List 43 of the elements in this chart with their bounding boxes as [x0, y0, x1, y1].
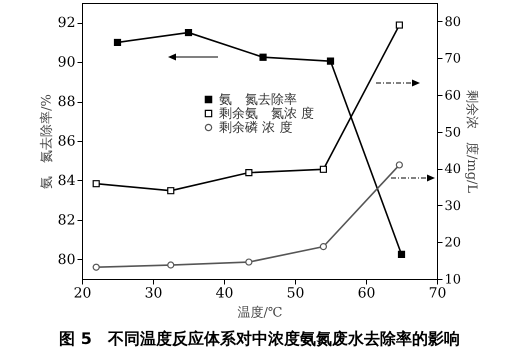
point — [245, 169, 252, 176]
point — [114, 38, 122, 46]
y2-tick-label: 50 — [444, 125, 462, 140]
point — [320, 166, 327, 173]
y-tick-label: 90 — [58, 54, 76, 71]
x-axis-title: 温度/℃ — [238, 304, 282, 320]
x-tick-label: 40 — [216, 286, 234, 302]
point — [167, 187, 174, 194]
legend-label: 剩余氨 氮浓 度 — [219, 106, 314, 122]
x-tick-label: 20 — [74, 286, 92, 302]
point — [396, 21, 403, 29]
x-tick-label: 70 — [428, 286, 446, 302]
y2-tick-label: 80 — [444, 14, 462, 30]
point — [92, 264, 100, 271]
y-tick-label: 92 — [58, 15, 76, 32]
y-tick-label: 88 — [58, 94, 76, 110]
point — [320, 243, 327, 250]
y-axis-title: 氨 氮去除率/% — [38, 94, 55, 189]
y2-tick-label: 20 — [444, 236, 462, 251]
point — [398, 250, 406, 258]
legend-label: 氨 氮去除率 — [219, 92, 297, 108]
point — [245, 258, 252, 266]
point — [396, 161, 403, 169]
y2-tick-label: 70 — [444, 52, 462, 67]
point — [92, 180, 100, 188]
y2-tick-label: 40 — [444, 162, 462, 178]
y2-axis-title: 剩余浓 度/mg/L — [464, 90, 480, 194]
legend-label: 剩余磷 浓 度 — [219, 120, 292, 136]
point — [167, 261, 174, 269]
y-tick-label: 80 — [58, 252, 76, 268]
y2-tick-label: 30 — [444, 198, 462, 214]
point — [184, 28, 192, 36]
y-tick-label: 86 — [58, 134, 76, 150]
point — [326, 58, 334, 65]
y-tick-label: 82 — [58, 212, 76, 228]
text: 图 5 不同温度反应体系对中浓度氨氮废水去除率的影响 — [59, 329, 460, 348]
y2-tick-label: 60 — [444, 88, 462, 104]
x-tick-label: 50 — [286, 286, 304, 302]
x-tick-label: 60 — [358, 286, 376, 302]
y2-tick-label: 10 — [444, 272, 462, 288]
point — [259, 54, 267, 61]
y-tick-label: 84 — [58, 172, 76, 189]
x-tick-label: 30 — [144, 286, 162, 302]
